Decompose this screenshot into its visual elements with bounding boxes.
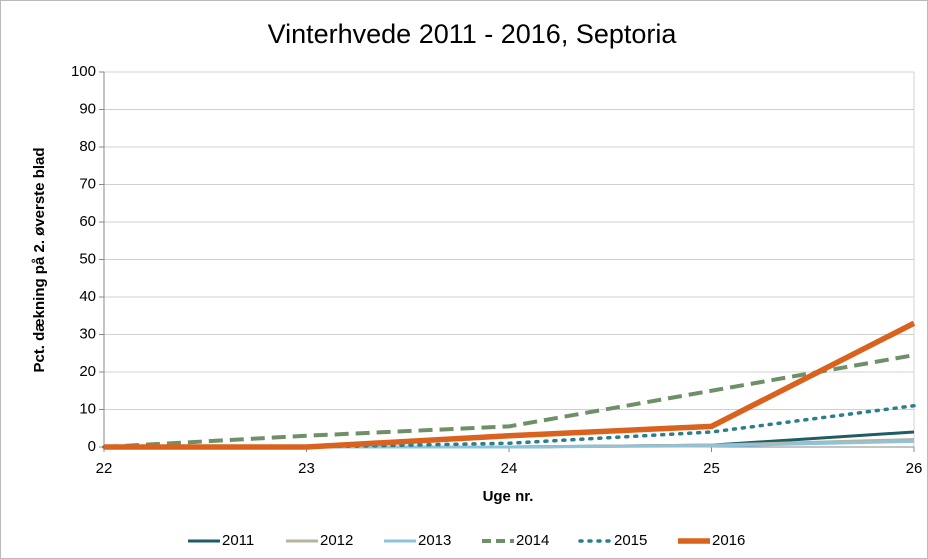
y-tick-label: 70 <box>79 175 96 192</box>
y-tick-label: 90 <box>79 100 96 117</box>
chart-title: Vinterhvede 2011 - 2016, Septoria <box>268 19 678 49</box>
y-tick-label: 10 <box>79 400 96 417</box>
x-axis-label: Uge nr. <box>483 488 534 505</box>
legend-label: 2016 <box>712 532 745 549</box>
y-tick-label: 40 <box>79 288 96 305</box>
series-line <box>104 320 916 450</box>
y-tick-label: 20 <box>79 363 96 380</box>
legend-label: 2014 <box>516 532 549 549</box>
legend-label: 2011 <box>222 532 254 549</box>
y-tick-label: 100 <box>71 63 96 80</box>
y-tick-label: 0 <box>88 438 96 455</box>
y-tick-label: 80 <box>79 138 96 155</box>
y-tick-label: 60 <box>79 213 96 230</box>
y-tick-label: 30 <box>79 325 96 342</box>
y-axis-label: Pct. dækning på 2. øverste blad <box>31 147 48 372</box>
legend-label: 2013 <box>418 532 451 549</box>
x-tick-label: 25 <box>703 460 720 477</box>
series-line <box>103 353 915 449</box>
x-tick-label: 23 <box>298 460 315 477</box>
legend-label: 2015 <box>614 532 647 549</box>
legend-label: 2012 <box>320 532 353 549</box>
x-tick-label: 24 <box>501 460 518 477</box>
x-tick-label: 22 <box>96 460 113 477</box>
x-tick-label: 26 <box>906 460 923 477</box>
y-tick-label: 50 <box>79 250 96 267</box>
